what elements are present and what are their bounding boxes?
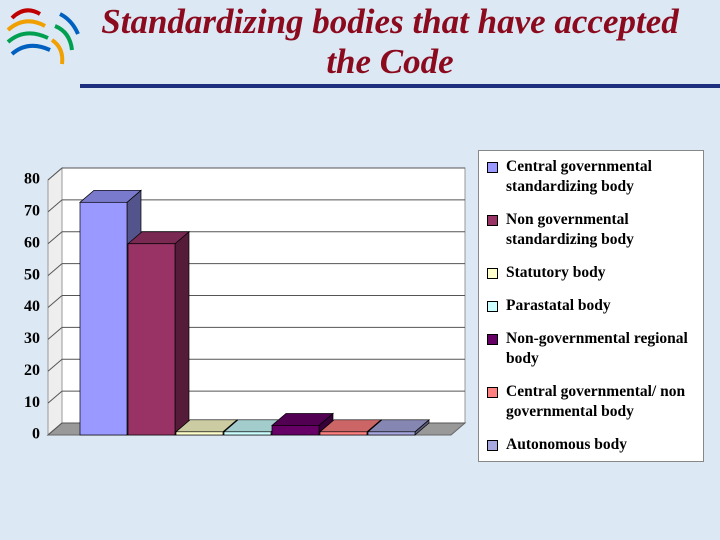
y-tick-label: 80: [24, 171, 40, 188]
bar-front: [271, 425, 320, 436]
grid-line: [47, 199, 63, 213]
legend-item: Parastatal body: [487, 296, 699, 316]
y-tick-label: 10: [24, 394, 40, 411]
legend-label: Non-governmental regional body: [506, 330, 688, 367]
logo: [6, 8, 80, 65]
legend-item: Non-governmental regional body: [487, 329, 699, 369]
y-tick-label: 40: [24, 298, 40, 315]
grid-line: [47, 263, 63, 277]
legend-swatch: [487, 440, 498, 451]
y-tick-label: 50: [24, 266, 40, 283]
legend-swatch: [487, 162, 498, 173]
grid-line: [47, 422, 63, 436]
legend-label: Autonomous body: [506, 436, 628, 453]
y-tick-label: 30: [24, 330, 40, 347]
legend-label: Parastatal body: [506, 297, 611, 314]
legend-item: Central governmental standardizing body: [487, 157, 699, 197]
legend-item: Non governmental standardizing body: [487, 210, 699, 250]
bar-front: [367, 431, 416, 436]
legend-label: Central governmental/ non governmental b…: [506, 383, 686, 420]
grid-line: [47, 231, 63, 245]
y-tick-label: 20: [24, 362, 40, 379]
legend-label: Statutory body: [506, 264, 606, 281]
grid-line: [47, 358, 63, 372]
grid-line: [47, 326, 63, 340]
legend-swatch: [487, 215, 498, 226]
legend-item: Autonomous body: [487, 435, 699, 455]
legend-label: Central governmental standardizing body: [506, 158, 652, 195]
legend-swatch: [487, 301, 498, 312]
legend-swatch: [487, 334, 498, 345]
y-tick-label: 0: [32, 426, 40, 443]
bar-front: [319, 431, 368, 436]
bar: [367, 419, 430, 436]
legend-label: Non governmental standardizing body: [506, 211, 634, 248]
grid-line: [47, 390, 63, 404]
legend-swatch: [487, 387, 498, 398]
grid-line: [47, 295, 63, 308]
grid-line: [47, 167, 63, 181]
y-tick-label: 70: [24, 203, 40, 220]
legend-item: Central governmental/ non governmental b…: [487, 382, 699, 422]
bar-front: [127, 243, 176, 436]
bar-front: [175, 431, 224, 436]
bar-front: [223, 431, 272, 436]
bar-front: [79, 201, 128, 436]
legend: Central governmental standardizing body N…: [478, 150, 704, 462]
bar-side: [174, 230, 190, 436]
legend-item: Statutory body: [487, 263, 699, 283]
bar: [127, 230, 190, 436]
legend-swatch: [487, 268, 498, 279]
y-tick-label: 60: [24, 234, 40, 251]
title-rule: [80, 84, 720, 88]
chart-title: Standardizing bodies that have accepted …: [101, 2, 679, 81]
